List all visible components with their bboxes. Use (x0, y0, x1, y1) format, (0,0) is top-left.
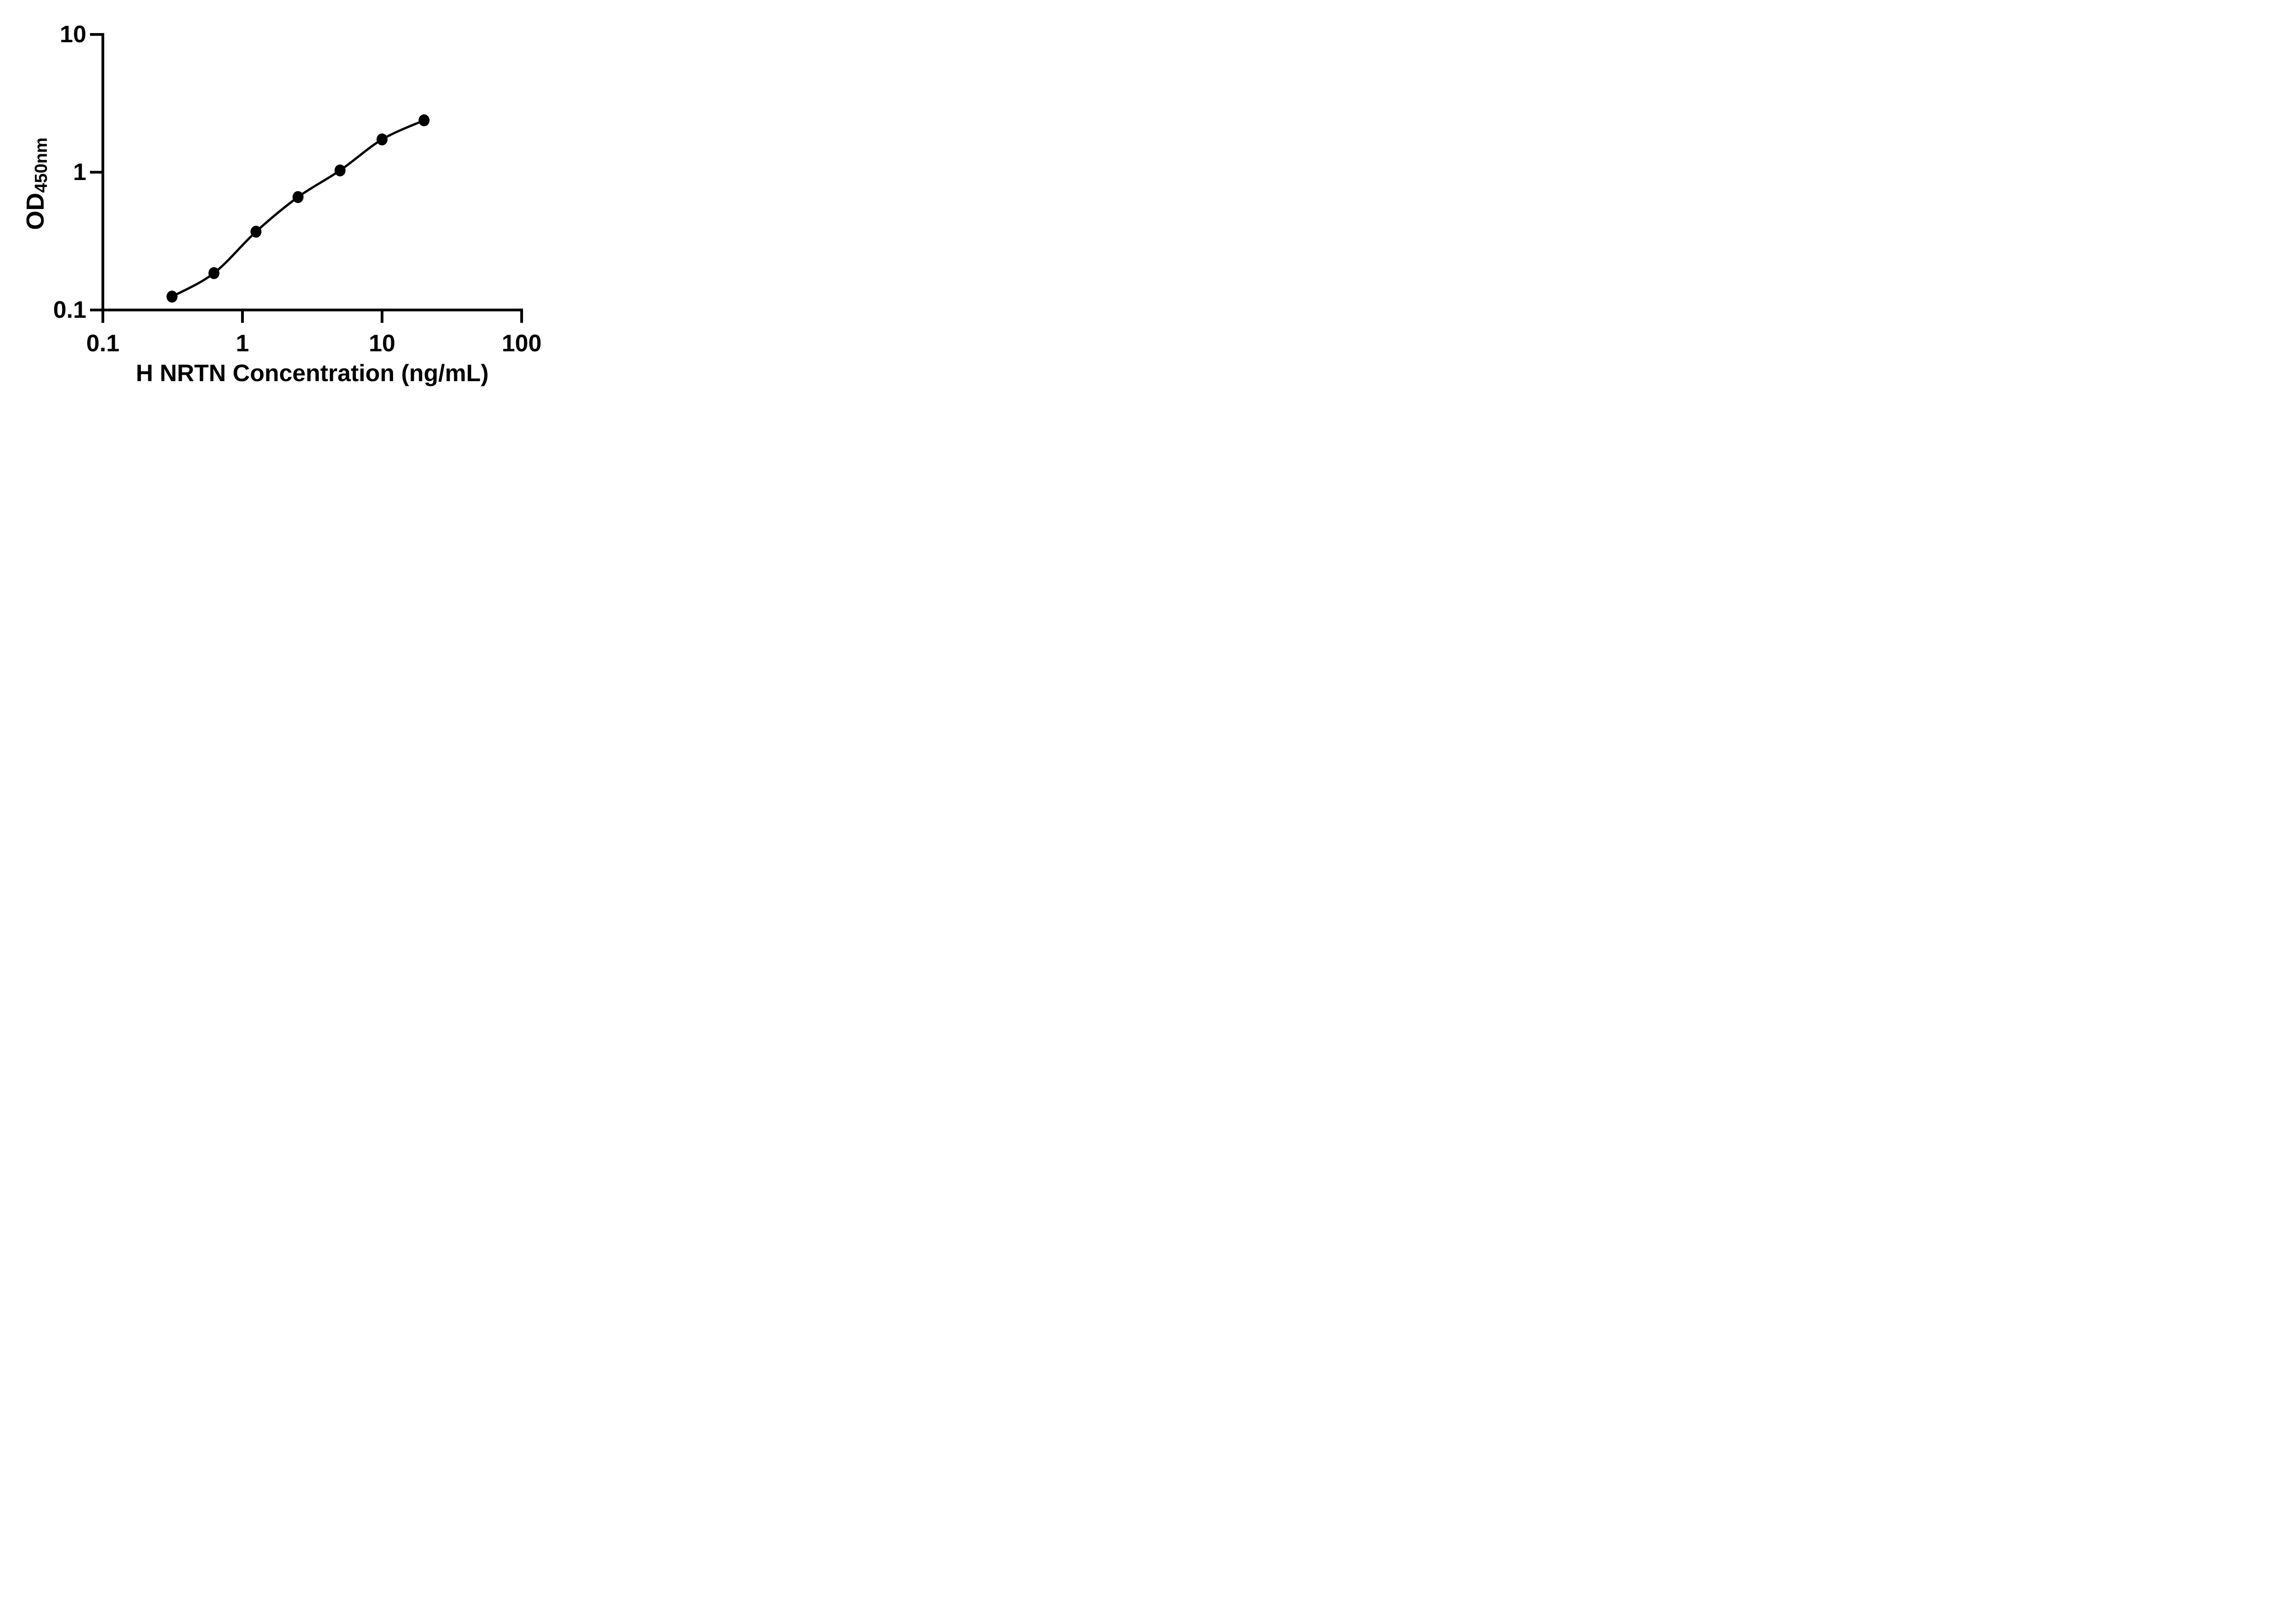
x-axis-tick-label: 10 (369, 330, 395, 357)
curve-canvas (166, 114, 430, 303)
data-point-marker (334, 164, 346, 177)
y-axis-line (101, 33, 104, 311)
data-point-marker (377, 133, 388, 146)
y-axis-tick (90, 171, 101, 174)
x-axis-line (101, 309, 523, 311)
x-axis-tick (101, 311, 104, 323)
x-axis-tick-label: 0.1 (86, 330, 120, 357)
y-axis-title-main: OD (22, 192, 49, 230)
x-axis-tick-label: 100 (501, 330, 542, 357)
data-point-marker (166, 290, 178, 303)
y-axis-tick-label: 0.1 (53, 297, 86, 323)
y-axis-title: OD450nm (22, 115, 51, 253)
data-point-marker (208, 267, 219, 279)
x-axis-title: H NRTN Concentration (ng/mL) (135, 360, 489, 387)
data-point-marker (418, 114, 430, 126)
data-point-marker (250, 225, 262, 238)
x-axis-tick-label: 1 (236, 330, 249, 357)
x-axis-tick (241, 311, 244, 323)
plot-area: 0.1 1 10 0.1 1 10 100 H NRTN Concentration (n… (0, 0, 580, 406)
x-axis-tick (520, 311, 523, 323)
y-axis-title-subscript: 450nm (32, 137, 51, 193)
x-axis-tick (381, 311, 383, 323)
y-axis-tick (90, 309, 101, 311)
y-axis-tick-label: 1 (73, 159, 86, 186)
data-point-marker (293, 191, 304, 203)
y-axis-tick-label: 10 (60, 21, 86, 48)
elisa-standard-curve-figure: 0.1 1 10 0.1 1 10 100 H NRTN Concentration (n… (0, 0, 580, 406)
y-axis-tick (90, 33, 101, 36)
